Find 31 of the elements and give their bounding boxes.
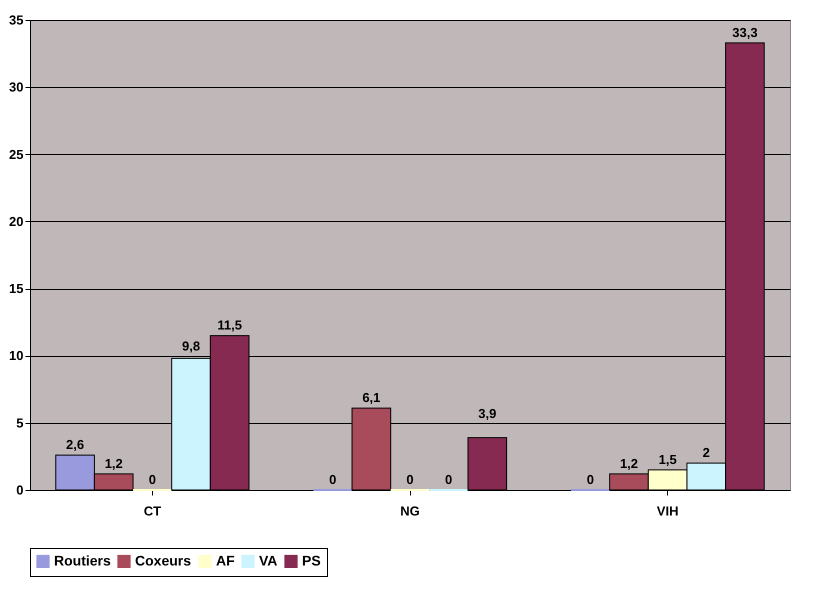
x-tick-label: VIH (656, 504, 678, 518)
data-label: 3,9 (478, 406, 496, 421)
y-tick-label: 10 (9, 348, 24, 364)
x-tick-label: CT (144, 504, 162, 518)
data-label: 1,5 (658, 452, 677, 467)
y-tick-label: 5 (16, 415, 24, 430)
data-label: 11,5 (217, 318, 242, 333)
y-tick-label: 15 (9, 281, 24, 296)
data-label: 0 (406, 472, 414, 487)
legend-label: VA (259, 552, 278, 568)
data-label: 2,6 (66, 437, 84, 452)
y-tick-label: 25 (9, 146, 24, 162)
legend-label: Routiers (54, 552, 111, 568)
data-label: 0 (586, 472, 594, 487)
y-tick-label: 30 (9, 80, 24, 95)
data-label: 0 (329, 472, 336, 487)
y-tick-label: 0 (16, 482, 24, 498)
data-label: 1,2 (104, 456, 123, 471)
data-label: 9,8 (182, 338, 200, 354)
y-tick-label: 35 (9, 12, 24, 28)
legend-label: AF (216, 552, 236, 568)
legend-label: PS (302, 552, 321, 568)
x-tick-label: NG (400, 504, 420, 518)
data-label: 1,2 (620, 456, 638, 471)
data-label: 0 (445, 472, 452, 487)
data-label: 0 (148, 472, 156, 487)
data-label: 2 (702, 445, 710, 460)
data-label: 6,1 (362, 390, 380, 406)
data-label: 33,3 (732, 24, 758, 40)
legend-label: Coxeurs (135, 552, 192, 568)
y-tick-label: 20 (9, 214, 24, 229)
